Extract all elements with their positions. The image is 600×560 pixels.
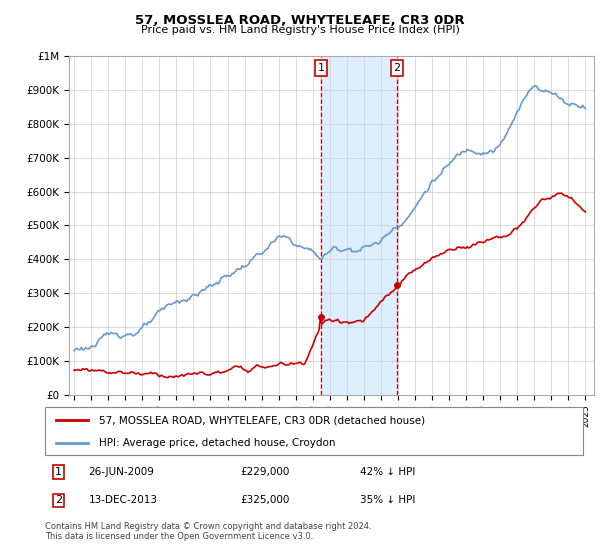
Text: 13-DEC-2013: 13-DEC-2013 — [88, 496, 157, 505]
Text: Contains HM Land Registry data © Crown copyright and database right 2024.
This d: Contains HM Land Registry data © Crown c… — [45, 522, 371, 542]
FancyBboxPatch shape — [45, 407, 583, 455]
Text: 42% ↓ HPI: 42% ↓ HPI — [360, 467, 415, 477]
Text: HPI: Average price, detached house, Croydon: HPI: Average price, detached house, Croy… — [100, 438, 336, 448]
Text: 26-JUN-2009: 26-JUN-2009 — [88, 467, 154, 477]
Text: 57, MOSSLEA ROAD, WHYTELEAFE, CR3 0DR: 57, MOSSLEA ROAD, WHYTELEAFE, CR3 0DR — [135, 14, 465, 27]
Text: £325,000: £325,000 — [241, 496, 290, 505]
Text: 35% ↓ HPI: 35% ↓ HPI — [360, 496, 415, 505]
Text: 57, MOSSLEA ROAD, WHYTELEAFE, CR3 0DR (detached house): 57, MOSSLEA ROAD, WHYTELEAFE, CR3 0DR (d… — [100, 415, 425, 425]
Text: 1: 1 — [317, 63, 325, 73]
Text: £229,000: £229,000 — [241, 467, 290, 477]
Text: 2: 2 — [394, 63, 401, 73]
Text: 2: 2 — [55, 496, 62, 505]
Text: Price paid vs. HM Land Registry's House Price Index (HPI): Price paid vs. HM Land Registry's House … — [140, 25, 460, 35]
Bar — [321, 56, 397, 395]
Text: 1: 1 — [55, 467, 62, 477]
